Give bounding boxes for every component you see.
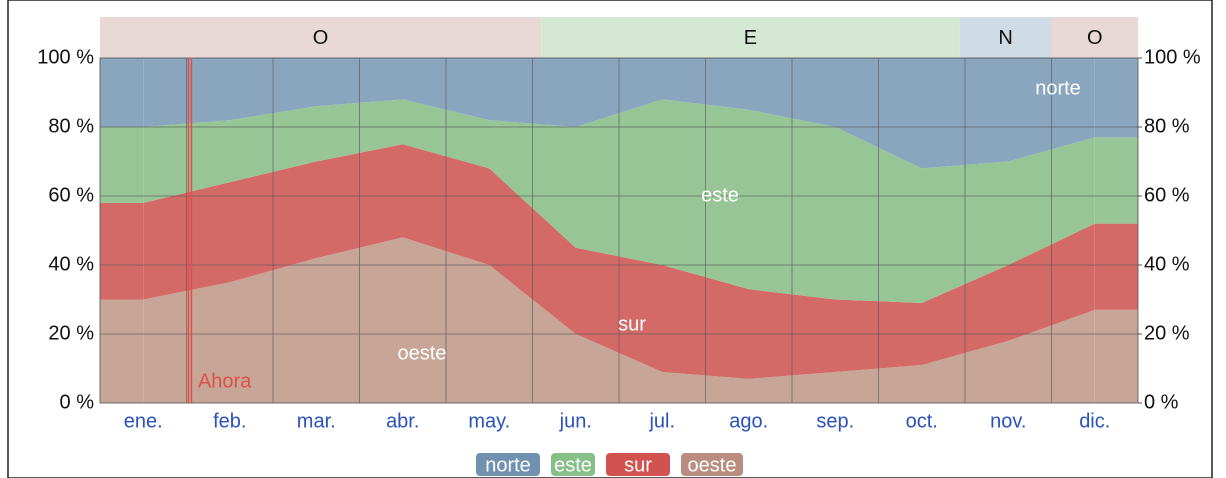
area-edge — [100, 299, 144, 403]
area-label: oeste — [398, 342, 447, 364]
area — [143, 237, 1095, 403]
y2-tick-label: 80 % — [1144, 115, 1190, 137]
legend-item: este — [551, 453, 595, 476]
y-tick-label: 0 % — [60, 391, 95, 413]
direction-label: O — [313, 27, 329, 49]
legend-label: norte — [485, 454, 531, 476]
area-edge — [100, 127, 144, 203]
direction-band — [1051, 17, 1138, 58]
area-edge — [1094, 309, 1138, 403]
legend-item: norte — [476, 453, 540, 476]
direction-band — [541, 17, 960, 58]
x-tick-label: jun. — [559, 410, 592, 432]
area-label: este — [701, 184, 739, 206]
direction-label: N — [998, 27, 1012, 49]
legend-item: oeste — [681, 453, 743, 476]
x-tick-label: sep. — [816, 410, 854, 432]
area-edge — [100, 202, 144, 300]
legend-label: sur — [624, 454, 652, 476]
y-tick-label: 20 % — [48, 322, 94, 344]
y-tick-label: 80 % — [48, 115, 94, 137]
y2-tick-label: 100 % — [1144, 46, 1201, 68]
legend-swatch — [681, 453, 743, 476]
y-tick-label: 100 % — [37, 46, 94, 68]
now-label: Ahora — [198, 370, 252, 392]
x-tick-label: dic. — [1079, 410, 1110, 432]
x-tick-label: jul. — [648, 410, 675, 432]
y-tick-label: 40 % — [48, 253, 94, 275]
direction-label: O — [1087, 27, 1103, 49]
x-tick-label: may. — [468, 410, 510, 432]
x-tick-label: oct. — [906, 410, 938, 432]
area-edge — [1094, 223, 1138, 310]
legend-item: sur — [606, 453, 670, 476]
x-tick-label: ago. — [729, 410, 768, 432]
area-edge — [100, 58, 144, 127]
legend-swatch — [606, 453, 670, 476]
legend-swatch — [476, 453, 540, 476]
legend-label: este — [554, 454, 592, 476]
plot-border — [99, 57, 1139, 404]
x-tick-label: abr. — [386, 410, 419, 432]
legend-label: oeste — [688, 454, 737, 476]
x-tick-label: mar. — [297, 410, 336, 432]
area-label: norte — [1035, 77, 1081, 99]
area-label: sur — [618, 313, 646, 335]
area-edge — [1094, 58, 1138, 138]
x-tick-label: feb. — [213, 410, 246, 432]
frame — [7, 0, 1213, 478]
y2-tick-label: 0 % — [1144, 391, 1179, 413]
y2-tick-label: 60 % — [1144, 184, 1190, 206]
direction-band — [100, 17, 542, 58]
y-tick-label: 60 % — [48, 184, 94, 206]
x-tick-label: nov. — [990, 410, 1026, 432]
direction-band — [959, 17, 1052, 58]
y2-tick-label: 40 % — [1144, 253, 1190, 275]
direction-label: E — [744, 27, 757, 49]
x-tick-label: ene. — [124, 410, 163, 432]
y2-tick-label: 20 % — [1144, 322, 1190, 344]
area-edge — [1094, 137, 1138, 224]
legend-swatch — [551, 453, 595, 476]
